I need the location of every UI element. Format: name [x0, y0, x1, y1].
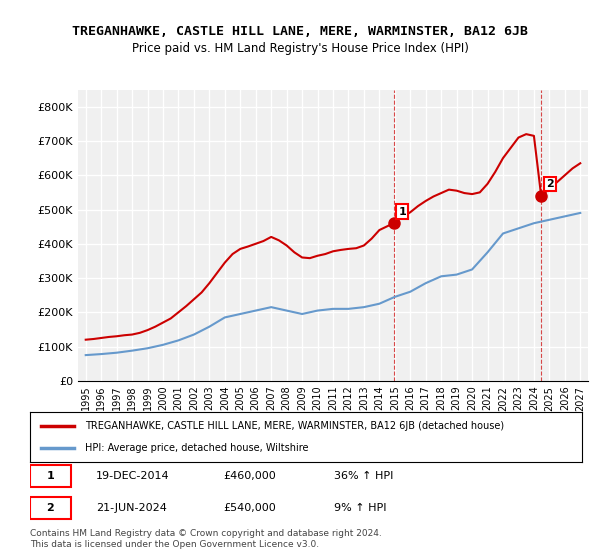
Text: This data is licensed under the Open Government Licence v3.0.: This data is licensed under the Open Gov… — [30, 540, 319, 549]
Text: 19-DEC-2014: 19-DEC-2014 — [96, 471, 170, 481]
Text: £540,000: £540,000 — [223, 503, 276, 513]
Text: TREGANHAWKE, CASTLE HILL LANE, MERE, WARMINSTER, BA12 6JB: TREGANHAWKE, CASTLE HILL LANE, MERE, WAR… — [72, 25, 528, 38]
Text: HPI: Average price, detached house, Wiltshire: HPI: Average price, detached house, Wilt… — [85, 443, 309, 453]
Text: 1: 1 — [47, 471, 54, 481]
Text: Price paid vs. HM Land Registry's House Price Index (HPI): Price paid vs. HM Land Registry's House … — [131, 42, 469, 55]
Text: £460,000: £460,000 — [223, 471, 276, 481]
FancyBboxPatch shape — [30, 497, 71, 519]
FancyBboxPatch shape — [30, 465, 71, 487]
Text: TREGANHAWKE, CASTLE HILL LANE, MERE, WARMINSTER, BA12 6JB (detached house): TREGANHAWKE, CASTLE HILL LANE, MERE, WAR… — [85, 421, 505, 431]
Text: Contains HM Land Registry data © Crown copyright and database right 2024.: Contains HM Land Registry data © Crown c… — [30, 529, 382, 538]
Text: 2: 2 — [546, 179, 554, 189]
Text: 2: 2 — [47, 503, 54, 513]
Text: 21-JUN-2024: 21-JUN-2024 — [96, 503, 167, 513]
Text: 1: 1 — [398, 207, 406, 217]
Text: 36% ↑ HPI: 36% ↑ HPI — [334, 471, 393, 481]
Text: 9% ↑ HPI: 9% ↑ HPI — [334, 503, 386, 513]
